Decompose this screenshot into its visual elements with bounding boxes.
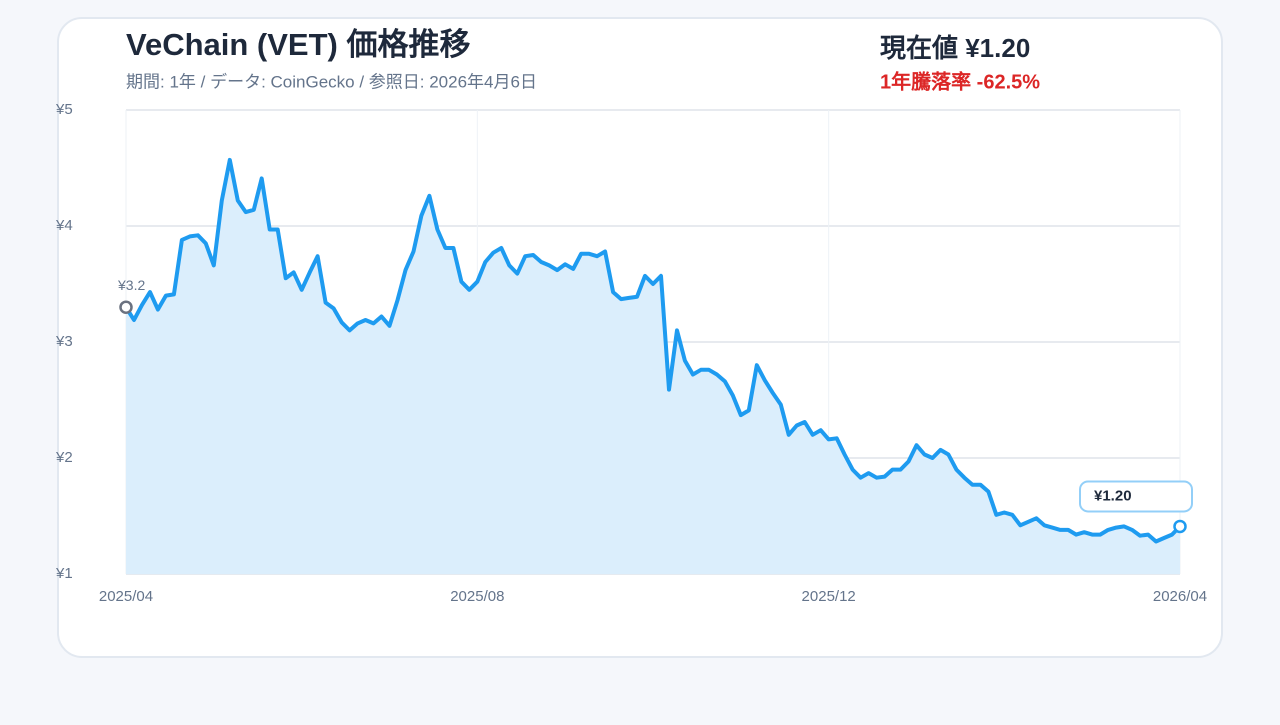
y-tick-label: ¥2 [55,449,73,466]
chart-subtitle: 期間: 1年 / データ: CoinGecko / 参照日: 2026年4月6日 [126,71,537,91]
current-value: 現在値 ¥1.20 [880,33,1030,63]
x-tick-label: 2025/08 [450,588,504,605]
line [124,157,1182,544]
chart-title: VeChain (VET) 価格推移 [126,27,470,62]
x-tick-label: 2026/04 [1153,588,1207,605]
end-label-box [1079,480,1193,513]
y-tick-label: ¥5 [55,101,73,118]
end-label: ¥1.20 [1094,487,1132,504]
start-label: ¥3.2 [117,277,145,293]
y-tick-label: ¥1 [55,565,73,582]
x-tick-label: 2025/12 [802,588,856,605]
change-rate: 1年騰落率 -62.5% [880,69,1040,93]
start-marker [119,300,133,314]
x-tick-label: 2025/04 [99,588,153,605]
y-tick-label: ¥3 [55,333,73,350]
y-tick-label: ¥4 [55,217,73,234]
area [126,159,1180,574]
end-marker [1173,519,1187,534]
